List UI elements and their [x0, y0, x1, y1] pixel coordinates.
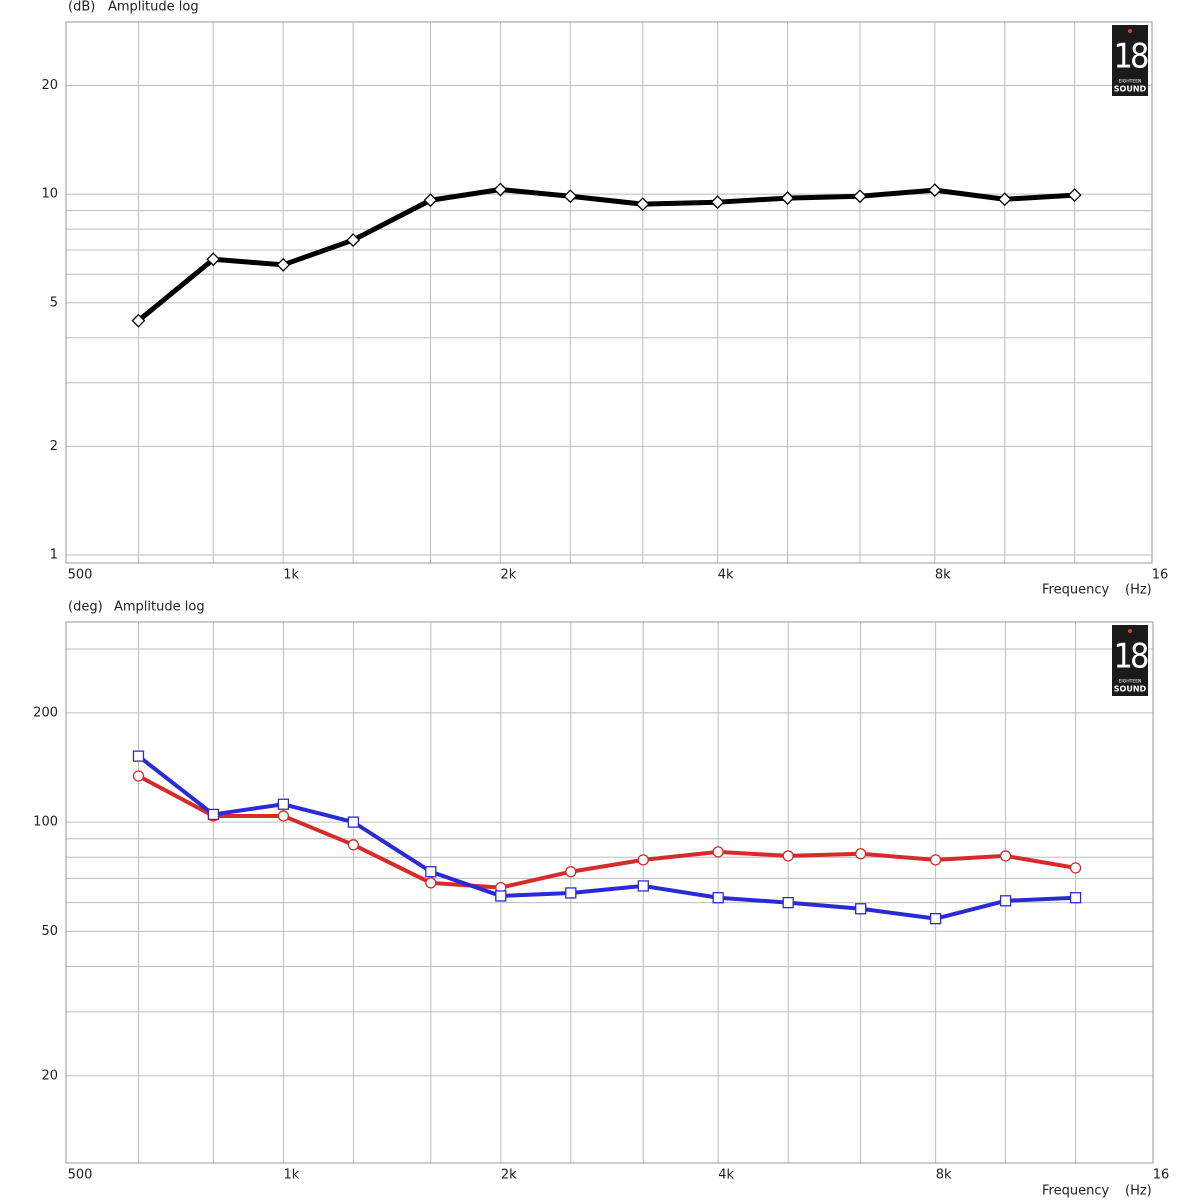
- y-tick-label: 50: [41, 924, 58, 939]
- x-tick-label: 2k: [500, 568, 516, 583]
- y-tick-label: 20: [41, 78, 58, 93]
- x-tick-label: 1k: [283, 568, 299, 583]
- marker: [855, 848, 867, 860]
- y-tick-label: 20: [41, 1068, 58, 1083]
- marker: [565, 887, 577, 899]
- marker: [493, 182, 508, 197]
- x-tick-label: 4k: [718, 1168, 734, 1183]
- marker: [565, 866, 577, 878]
- x-tick-label: 500: [68, 1168, 93, 1183]
- marker: [132, 770, 145, 782]
- marker: [425, 866, 437, 878]
- marker: [276, 257, 291, 272]
- marker: [780, 191, 795, 206]
- marker: [347, 839, 360, 851]
- marker: [132, 750, 145, 762]
- marker: [782, 896, 794, 909]
- marker: [635, 197, 650, 212]
- marker: [206, 252, 221, 267]
- marker: [346, 233, 361, 247]
- y-axis-title: Amplitude log: [114, 600, 205, 615]
- data-line: [137, 754, 1076, 921]
- logo-box: [1112, 625, 1148, 696]
- x-axis-title: Frequency: [1042, 583, 1109, 598]
- logo-spark: [1128, 629, 1132, 633]
- marker: [1069, 892, 1082, 904]
- marker: [927, 183, 942, 198]
- x-tick-label: 16: [1153, 1168, 1170, 1183]
- x-tick-label: 1k: [283, 1168, 299, 1183]
- logo-word: SOUND: [1114, 685, 1147, 694]
- marker: [207, 808, 220, 821]
- marker: [277, 810, 290, 822]
- x-axis-title: Frequency: [1042, 1184, 1109, 1199]
- marker: [1067, 188, 1082, 203]
- y-axis-title: Amplitude log: [108, 0, 199, 15]
- y-tick-label: 5: [50, 295, 58, 310]
- marker: [347, 816, 360, 828]
- marker: [997, 192, 1012, 207]
- marker: [637, 880, 649, 892]
- marker: [563, 189, 578, 204]
- marker: [853, 189, 867, 204]
- x-tick-label: 4k: [718, 568, 734, 583]
- marker: [1069, 862, 1082, 874]
- marker: [710, 195, 725, 210]
- marker: [855, 903, 867, 915]
- marker: [495, 890, 507, 902]
- logo-word: SOUND: [1114, 85, 1147, 94]
- y-tick-label: 100: [33, 815, 58, 830]
- x-unit: (Hz): [1125, 1184, 1152, 1199]
- x-tick-label: 500: [68, 568, 93, 583]
- marker: [712, 846, 724, 858]
- marker: [929, 854, 942, 866]
- y-tick-label: 1: [50, 547, 58, 562]
- marker: [782, 850, 794, 862]
- y-unit: (dB): [68, 0, 95, 15]
- x-tick-label: 16: [1152, 568, 1169, 583]
- x-tick-label: 8k: [936, 1168, 952, 1183]
- logo-word: EIGHTEEN: [1119, 79, 1142, 85]
- marker: [637, 854, 649, 866]
- logo-number: 18: [1114, 637, 1148, 677]
- y-tick-label: 200: [33, 705, 58, 720]
- data-line: [137, 774, 1076, 890]
- x-tick-label: 2k: [501, 1168, 517, 1183]
- data-line: [136, 187, 1075, 323]
- logo-box: [1112, 25, 1148, 96]
- marker: [423, 193, 438, 208]
- marker: [131, 313, 146, 328]
- x-unit: (Hz): [1125, 583, 1152, 598]
- marker: [999, 895, 1012, 907]
- y-tick-label: 2: [50, 439, 58, 454]
- marker: [277, 798, 290, 810]
- logo-spark: [1128, 29, 1132, 33]
- marker: [999, 850, 1012, 862]
- marker: [929, 913, 942, 925]
- y-unit: (deg): [68, 600, 103, 615]
- plot-frame: [65, 621, 1154, 1164]
- marker: [712, 892, 724, 904]
- plot-frame: [65, 21, 1153, 564]
- y-tick-label: 10: [41, 187, 58, 202]
- marker: [425, 877, 437, 889]
- logo-number: 18: [1114, 37, 1148, 77]
- x-tick-label: 8k: [935, 568, 951, 583]
- logo-word: EIGHTEEN: [1119, 679, 1142, 685]
